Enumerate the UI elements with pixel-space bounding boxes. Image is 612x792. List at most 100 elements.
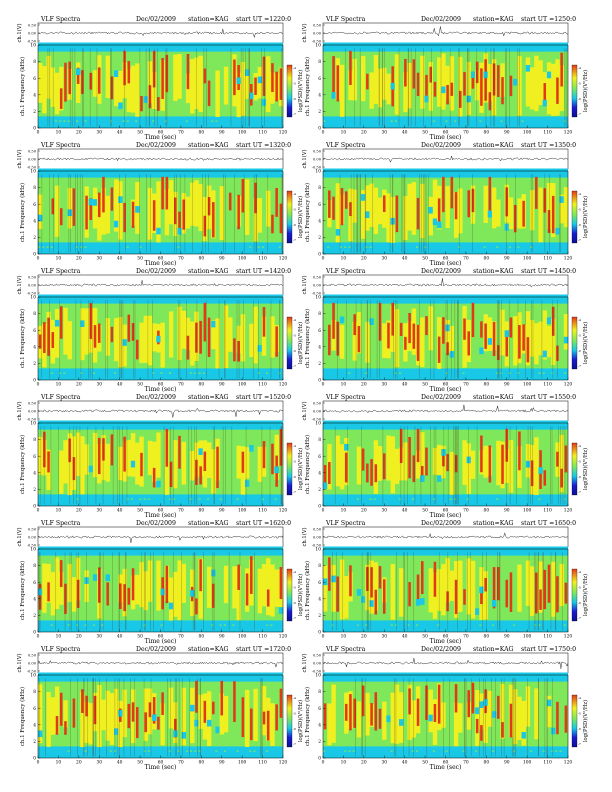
spectral-speckle [466, 498, 469, 500]
spectral-band [215, 318, 220, 369]
spectral-speckle [236, 498, 239, 500]
x-tick-label: 70 [463, 635, 469, 640]
spectral-gap [257, 345, 263, 352]
x-tick-label: 10 [56, 383, 62, 388]
y-tick-label: 10 [315, 674, 321, 679]
x-tick-label: 120 [279, 635, 288, 640]
y-tick-label: 6 [318, 77, 321, 82]
x-tick-label: 50 [137, 383, 143, 388]
spectral-speckle [534, 624, 537, 626]
spectral-burst [47, 317, 50, 356]
spectral-gap [504, 223, 510, 231]
spectral-speckle [356, 624, 359, 626]
spectral-band [344, 576, 349, 619]
spectral-speckle [352, 750, 355, 752]
spectral-speckle [399, 498, 402, 500]
spectral-band [365, 185, 370, 231]
spectral-band [147, 315, 153, 366]
colorbar [286, 442, 293, 496]
ts-tick-label: 0.00 [28, 32, 37, 36]
x-tick-label: 70 [178, 509, 184, 514]
spectral-speckle [424, 246, 427, 248]
spectral-speckle [261, 246, 264, 248]
y-tick-label: 2 [318, 614, 321, 619]
spectral-band [517, 564, 522, 612]
spectral-band [534, 688, 539, 740]
spectral-gap [365, 211, 370, 219]
x-tick-label: 90 [219, 257, 225, 262]
spectral-band [80, 691, 85, 748]
x-tick-label: 20 [76, 509, 82, 514]
spectral-burst [505, 187, 509, 217]
spectral-speckle [84, 624, 87, 626]
spectral-burst [374, 692, 378, 731]
spectral-speckle [348, 750, 351, 752]
spectral-band [152, 323, 157, 352]
spectral-band [453, 702, 459, 747]
spectral-band [546, 695, 552, 728]
spectral-burst [212, 202, 215, 238]
spectral-burst [421, 561, 424, 595]
spectral-band [390, 564, 395, 620]
spectral-burst [547, 210, 551, 233]
spectral-burst [55, 715, 59, 735]
spectral-speckle [496, 246, 499, 248]
spectral-burst [254, 182, 257, 214]
spectral-burst [102, 438, 105, 461]
ts-tick-label: -0.50 [312, 544, 322, 548]
spectral-burst [169, 461, 173, 488]
ts-ylabel: ch.1(V) [16, 402, 23, 421]
ts-tick-label: 0.50 [28, 654, 37, 658]
ts-ylabel: ch.1(V) [301, 150, 308, 169]
spectral-burst [152, 467, 156, 488]
spectral-burst [241, 179, 245, 213]
spectral-band [538, 321, 543, 356]
spectral-burst [157, 97, 160, 111]
spectral-band [236, 445, 241, 479]
panel-title: VLF Spectra [40, 142, 81, 149]
ts-tick-label: 0.50 [28, 528, 37, 532]
colorbar-tick-label: -4 [293, 570, 296, 574]
spectral-band [399, 692, 404, 743]
spectral-band [428, 689, 433, 733]
colorbar-label: log(PSD)(V²/Hz) [297, 70, 304, 112]
colorbar-tick-label: -6 [578, 349, 581, 353]
colorbar-tick-label: -5 [293, 334, 296, 338]
panel-date: Dec/02/2009 [136, 394, 176, 401]
colorbar-tick-label: -4 [293, 66, 296, 70]
spectral-speckle [445, 120, 448, 122]
spectral-band [369, 183, 374, 227]
spectral-burst [391, 302, 394, 336]
spectral-gap [190, 704, 195, 712]
colorbar-tick-label: -6 [578, 475, 581, 479]
spectral-speckle [143, 498, 146, 500]
x-tick-label: 110 [543, 761, 552, 766]
ts-tick-label: 0.00 [313, 284, 322, 288]
spectral-band [428, 196, 433, 236]
panel-station: station=KAG [188, 394, 229, 401]
colorbar-label: log(PSD)(V²/Hz) [297, 322, 304, 364]
spectral-band [114, 73, 119, 107]
x-tick-label: 110 [543, 131, 552, 136]
spectral-band [143, 571, 148, 611]
colorbar-tick-label: -4 [293, 696, 296, 700]
x-tick-label: 90 [504, 509, 510, 514]
spectral-burst [127, 314, 131, 342]
x-tick-label: 40 [117, 131, 123, 136]
spectral-burst [480, 435, 483, 473]
spectral-band [46, 692, 51, 747]
spectral-gap [194, 719, 199, 727]
x-tick-label: 100 [523, 383, 532, 388]
y-tick-label: 0 [33, 757, 36, 762]
spectral-burst [148, 702, 152, 718]
spectral-band [335, 183, 341, 243]
spectral-band [449, 451, 455, 495]
spectral-band [466, 558, 471, 615]
spectral-burst [93, 695, 97, 725]
spectral-speckle [529, 750, 533, 752]
spectral-band [266, 558, 271, 616]
spectral-burst [127, 61, 131, 84]
panel-title: VLF Spectra [40, 268, 81, 275]
spectral-burst [556, 576, 559, 613]
spectral-speckle [411, 498, 414, 500]
